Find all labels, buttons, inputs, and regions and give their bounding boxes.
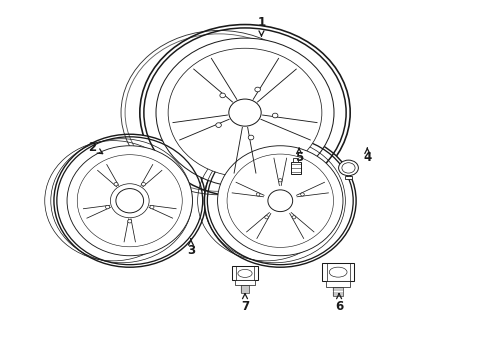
Ellipse shape [301, 193, 304, 196]
Ellipse shape [116, 189, 144, 213]
Ellipse shape [256, 193, 260, 196]
Ellipse shape [339, 160, 358, 176]
Ellipse shape [114, 183, 118, 186]
Ellipse shape [272, 113, 278, 118]
Text: 5: 5 [295, 148, 303, 164]
Text: 4: 4 [363, 148, 371, 164]
Ellipse shape [128, 220, 132, 223]
Bar [294, 158, 298, 162]
Ellipse shape [229, 99, 261, 126]
Bar [326, 281, 350, 287]
Ellipse shape [220, 93, 225, 98]
Text: 6: 6 [335, 293, 343, 312]
Bar [322, 262, 354, 281]
Ellipse shape [140, 24, 350, 201]
Ellipse shape [110, 184, 149, 218]
Ellipse shape [142, 183, 146, 186]
Bar [291, 162, 300, 174]
Ellipse shape [255, 87, 260, 92]
Ellipse shape [265, 216, 269, 219]
Ellipse shape [105, 205, 110, 209]
Ellipse shape [168, 48, 322, 177]
Ellipse shape [227, 154, 334, 247]
Bar [232, 266, 258, 280]
Bar [235, 280, 255, 285]
Text: 7: 7 [241, 293, 249, 312]
Ellipse shape [278, 179, 282, 182]
Ellipse shape [156, 38, 334, 187]
Ellipse shape [329, 267, 347, 277]
Text: 2: 2 [88, 141, 103, 154]
Bar [345, 176, 352, 179]
Ellipse shape [216, 123, 221, 127]
Ellipse shape [204, 134, 356, 267]
Ellipse shape [77, 155, 182, 247]
Ellipse shape [248, 135, 254, 140]
Ellipse shape [268, 190, 293, 212]
Ellipse shape [292, 216, 296, 219]
Ellipse shape [238, 269, 252, 278]
Bar [241, 285, 249, 293]
Ellipse shape [54, 134, 206, 267]
Ellipse shape [67, 146, 193, 256]
Text: 1: 1 [257, 16, 266, 36]
Bar [333, 287, 343, 296]
Ellipse shape [150, 205, 154, 209]
Text: 3: 3 [187, 239, 195, 257]
Ellipse shape [218, 146, 343, 256]
